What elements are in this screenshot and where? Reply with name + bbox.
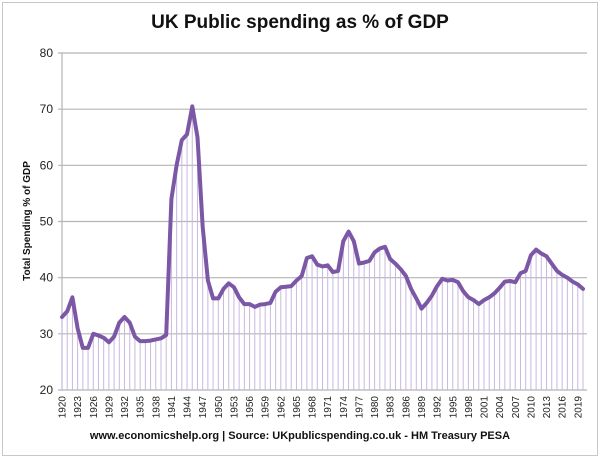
x-tick-label: 1920 bbox=[58, 396, 69, 419]
y-tick-label: 40 bbox=[40, 271, 54, 285]
y-tick-label: 70 bbox=[40, 102, 54, 116]
x-tick-label: 1959 bbox=[261, 396, 272, 419]
y-tick-label: 20 bbox=[40, 383, 54, 397]
y-axis-label: Total Spending % of GDP bbox=[22, 161, 33, 281]
x-tick-label: 1995 bbox=[448, 396, 459, 419]
x-tick-label: 1962 bbox=[276, 396, 287, 419]
x-tick-label: 1968 bbox=[308, 396, 319, 419]
x-tick-label: 2019 bbox=[573, 396, 584, 419]
x-tick-label: 1956 bbox=[245, 396, 256, 419]
y-tick-label: 50 bbox=[40, 215, 54, 229]
x-tick-label: 1998 bbox=[464, 396, 475, 419]
y-tick-label: 30 bbox=[40, 327, 54, 341]
x-tick-label: 1980 bbox=[370, 396, 381, 419]
x-tick-label: 1989 bbox=[417, 396, 428, 419]
x-tick-label: 1983 bbox=[386, 396, 397, 419]
y-tick-label: 80 bbox=[40, 46, 54, 60]
x-tick-label: 2001 bbox=[480, 396, 491, 419]
x-tick-label: 2007 bbox=[511, 396, 522, 419]
x-tick-label: 2004 bbox=[495, 396, 506, 419]
x-tick-label: 1986 bbox=[401, 396, 412, 419]
x-tick-label: 1953 bbox=[229, 396, 240, 419]
x-tick-label: 1971 bbox=[323, 396, 334, 419]
x-tick-label: 1938 bbox=[151, 396, 162, 419]
x-tick-label: 1992 bbox=[433, 396, 444, 419]
x-tick-label: 1935 bbox=[136, 396, 147, 419]
x-tick-label: 1947 bbox=[198, 396, 209, 419]
x-tick-label: 2016 bbox=[558, 396, 569, 419]
x-tick-label: 2013 bbox=[542, 396, 553, 419]
chart-title: UK Public spending as % of GDP bbox=[151, 12, 449, 33]
x-tick-label: 2010 bbox=[526, 396, 537, 419]
x-tick-label: 1929 bbox=[104, 396, 115, 419]
x-tick-label: 1944 bbox=[183, 396, 194, 419]
x-tick-label: 1974 bbox=[339, 396, 350, 419]
x-tick-label: 1926 bbox=[89, 396, 100, 419]
x-tick-label: 1923 bbox=[73, 396, 84, 419]
x-tick-label: 1932 bbox=[120, 396, 131, 419]
x-tick-label: 1941 bbox=[167, 396, 178, 419]
chart-footer: www.economicshelp.org | Source: UKpublic… bbox=[89, 430, 511, 442]
x-tick-label: 1965 bbox=[292, 396, 303, 419]
y-tick-label: 60 bbox=[40, 158, 54, 172]
x-tick-label: 1950 bbox=[214, 396, 225, 419]
x-tick-label: 1977 bbox=[354, 396, 365, 419]
